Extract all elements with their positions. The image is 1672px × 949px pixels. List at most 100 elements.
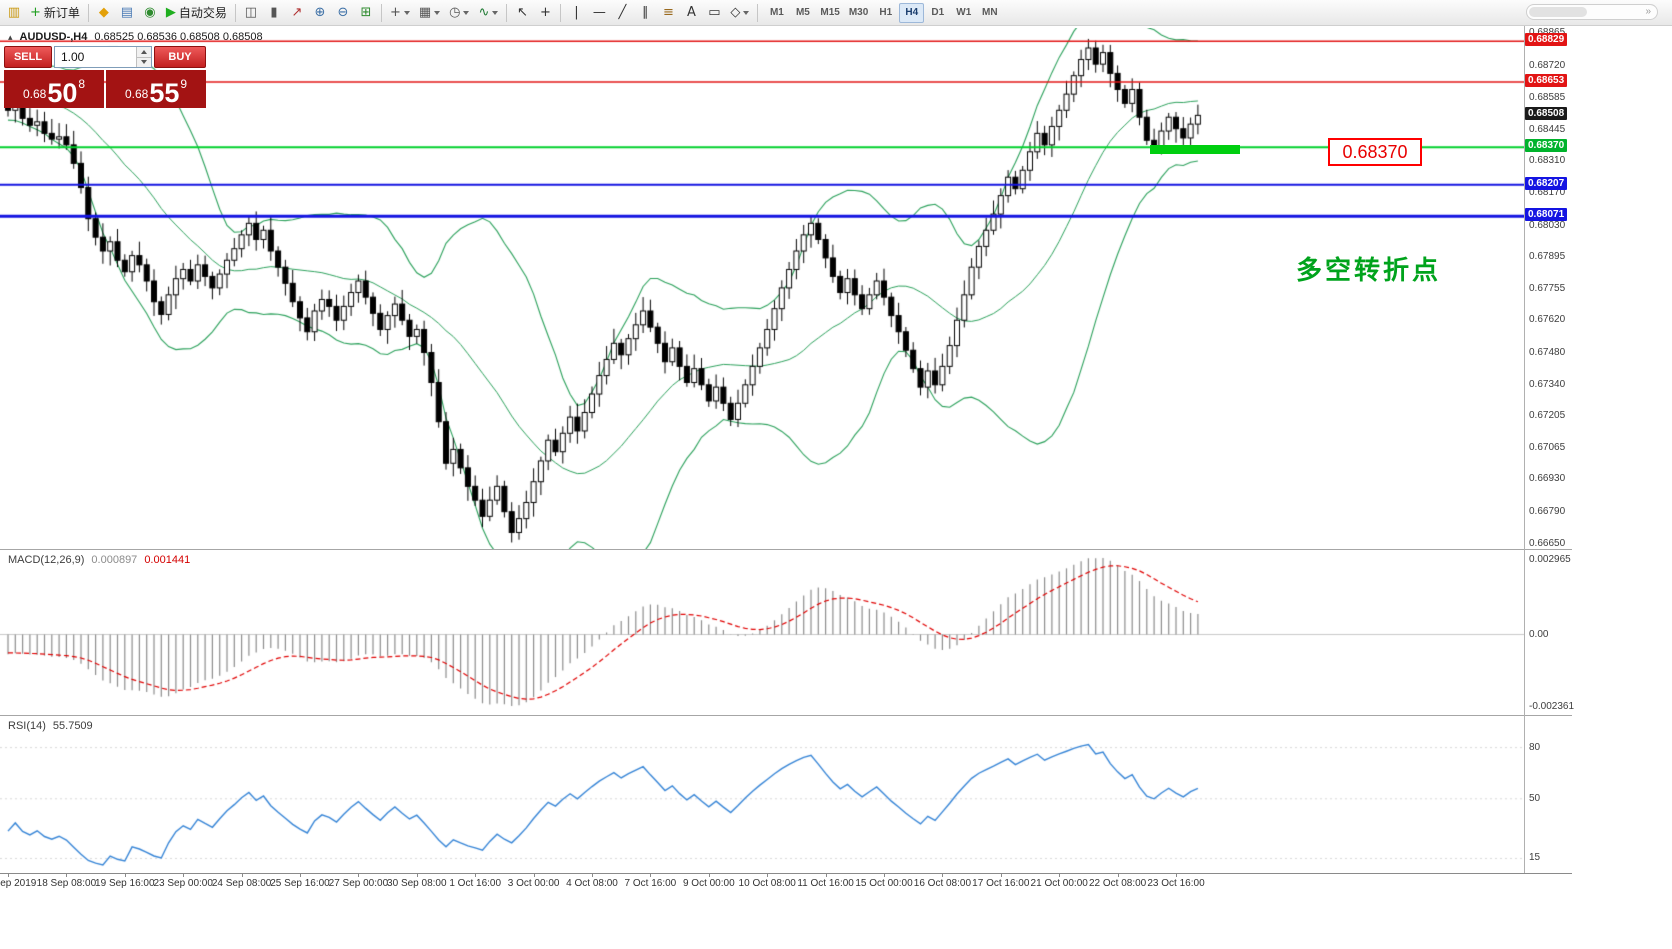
price-tick: 0.68720 [1529, 60, 1566, 72]
price-tick: 0.66650 [1529, 538, 1566, 549]
macd-scale-tick: 0.00 [1529, 628, 1549, 640]
price-callout-label[interactable]: 0.68370 [1328, 138, 1422, 166]
dropdown-caret-icon [434, 10, 441, 15]
time-label: 17 Oct 16:00 [972, 878, 1030, 889]
data-window-icon-glyph: ◉ [144, 5, 156, 20]
time-label: 10 Oct 08:00 [738, 878, 796, 889]
timeframe-w1-button[interactable]: W1 [951, 3, 976, 23]
price-badge: 0.68829 [1525, 33, 1568, 47]
time-tick [124, 873, 126, 877]
data-window-icon[interactable]: ◉ [139, 2, 161, 24]
ohlc-values: 0.68525 0.68536 0.68508 0.68508 [94, 31, 263, 43]
macd-name: MACD(12,26,9) [8, 554, 85, 566]
market-icon[interactable]: ◆ [93, 2, 115, 24]
collapse-toggle-icon[interactable]: ▴ [8, 31, 13, 42]
app-icon-glyph: ▥ [7, 5, 21, 20]
buy-price-display[interactable]: 0.68 55 9 [106, 70, 206, 108]
price-tick: 0.66930 [1529, 473, 1566, 485]
print-icon[interactable]: ▤ [116, 2, 138, 24]
sell-price-display[interactable]: 0.68 50 8 [4, 70, 104, 108]
time-label: 21 Oct 00:00 [1030, 878, 1088, 889]
timeframe-m1-button[interactable]: M1 [764, 3, 789, 23]
new-order-button[interactable]: + 新订单 [26, 2, 84, 24]
toolbar-overflow-chevron[interactable]: » [1645, 6, 1651, 17]
crosshair-icon[interactable]: + [534, 2, 556, 24]
price-tick: 0.68585 [1529, 91, 1566, 103]
turning-point-annotation[interactable]: 多空转折点 [1296, 255, 1442, 285]
tile-windows-icon[interactable]: ⊞ [355, 2, 377, 24]
channel-icon[interactable]: ∥ [634, 2, 656, 24]
timeframe-m15-button[interactable]: M15 [816, 3, 843, 23]
shapes-icon[interactable]: ◇ [726, 2, 753, 24]
price-badge: 0.68071 [1525, 208, 1568, 222]
one-click-trading-panel: SELL 1.00 BUY 0.68 50 8 0.68 55 [4, 46, 206, 108]
price-tick: 0.68445 [1529, 123, 1566, 135]
time-tick [416, 873, 418, 877]
volume-value[interactable]: 1.00 [61, 50, 85, 64]
volume-increase-button[interactable] [137, 47, 151, 57]
time-label: 3 Oct 00:00 [507, 878, 560, 889]
crosshair-icon-glyph: + [539, 5, 551, 20]
rsi-indicator-label: RSI(14) 55.7509 [8, 720, 93, 732]
buy-button[interactable]: BUY [154, 46, 206, 68]
timeframe-h4-button[interactable]: H4 [899, 2, 925, 23]
zoom-in-icon[interactable]: ⊕ [309, 2, 331, 24]
zoom-out-icon[interactable]: ⊖ [332, 2, 354, 24]
time-label: 25 Sep 16:00 [270, 878, 330, 889]
toolbar-separator [87, 3, 89, 22]
label-tool-icon[interactable]: ▭ [703, 2, 725, 24]
rsi-pane-canvas[interactable] [0, 716, 1524, 873]
buy-price-big: 55 [149, 78, 180, 109]
market-icon-glyph: ◆ [98, 5, 109, 20]
app-icon[interactable]: ▥ [3, 2, 25, 24]
bar-chart-icon[interactable]: ◫ [240, 2, 262, 24]
autotrading-button[interactable]: ▶ 自动交易 [162, 2, 231, 24]
horizontal-line-icon[interactable]: — [588, 2, 610, 24]
autotrading-glyph: ▶ [165, 5, 176, 20]
buy-price-sup: 9 [180, 77, 188, 91]
rsi-scale-tick: 80 [1529, 741, 1541, 753]
price-tick: 0.68865 [1529, 27, 1565, 38]
fibonacci-icon[interactable]: ≡ [657, 2, 679, 24]
text-tool-icon[interactable]: A [680, 2, 702, 24]
price-tick: 0.67755 [1529, 283, 1566, 295]
macd-scale-tick: 0.002965 [1529, 554, 1571, 565]
dropdown-caret-icon [492, 10, 499, 15]
trendline-icon[interactable]: ╱ [611, 2, 633, 24]
print-icon-glyph: ▤ [120, 5, 134, 20]
time-tick [825, 873, 827, 877]
horizontal-line-icon-glyph: — [592, 5, 606, 20]
macd-pane-canvas[interactable] [0, 550, 1524, 714]
new-chart-icon[interactable]: + [386, 2, 414, 24]
time-label: 23 Sep 00:00 [153, 878, 213, 889]
timeframe-m30-button[interactable]: M30 [845, 3, 872, 23]
support-highlight-segment[interactable] [1150, 145, 1240, 154]
vertical-line-icon[interactable]: | [565, 2, 587, 24]
volume-stepper[interactable]: 1.00 [54, 46, 152, 68]
cursor-icon[interactable]: ↖ [511, 2, 533, 24]
pane-separator[interactable] [0, 715, 1572, 716]
periods-icon[interactable]: ◷ [445, 2, 473, 24]
time-axis-line [0, 873, 1572, 874]
time-tick [66, 873, 68, 877]
toolbar-separator [506, 3, 508, 22]
line-chart-icon[interactable]: ↗ [286, 2, 308, 24]
timeframe-m5-button[interactable]: M5 [790, 3, 815, 23]
toolbar-scrollbar[interactable]: » [1526, 4, 1658, 20]
time-tick [650, 873, 652, 877]
toolbar-separator [380, 3, 382, 22]
timeframe-h1-button[interactable]: H1 [873, 3, 898, 23]
volume-decrease-button[interactable] [137, 56, 151, 67]
candlestick-chart-icon[interactable]: ▮ [263, 2, 285, 24]
price-tick: 0.67340 [1529, 378, 1566, 390]
sell-button[interactable]: SELL [4, 46, 52, 68]
pane-separator[interactable] [0, 549, 1572, 550]
timeframe-mn-button[interactable]: MN [977, 3, 1002, 23]
timeframe-d1-button[interactable]: D1 [925, 3, 950, 23]
price-chart-canvas[interactable] [0, 28, 1524, 549]
autotrading-button-label: 自动交易 [178, 6, 227, 20]
time-tick [592, 873, 593, 877]
indicators-icon[interactable]: ∿ [474, 2, 502, 24]
profiles-icon[interactable]: ▦ [415, 2, 444, 24]
toolbar-scrollbar-thumb[interactable] [1529, 7, 1587, 17]
